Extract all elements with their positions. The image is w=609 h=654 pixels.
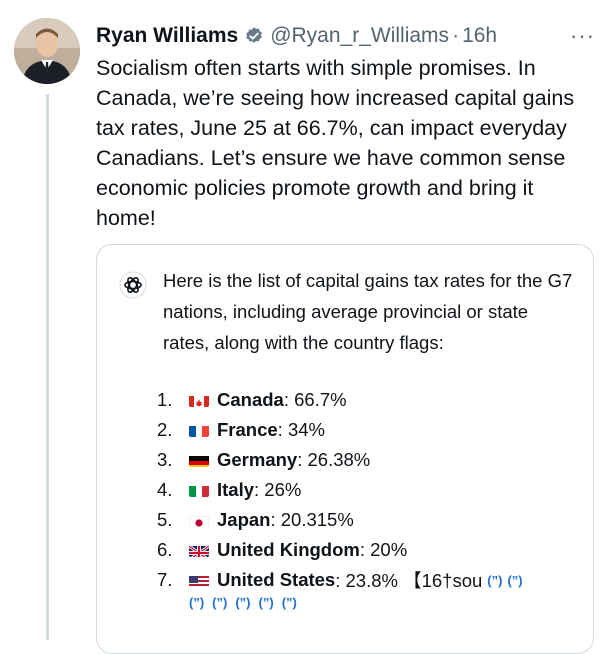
tax-rate-value: : 23.8% 【16†sou bbox=[335, 570, 483, 591]
country-name: Japan bbox=[217, 509, 271, 530]
citation-marker-icon[interactable]: (”) bbox=[487, 572, 503, 588]
country-name: Canada bbox=[217, 389, 284, 410]
list-item: 7. United States : 23.8% 【16†sou (”) (”) bbox=[157, 565, 523, 595]
list-number: 5. bbox=[157, 509, 173, 530]
list-item: 5. Japan : 20.315% bbox=[157, 505, 523, 535]
author-handle[interactable]: @Ryan_r_Williams bbox=[270, 24, 450, 47]
citation-marker-icon[interactable]: (”) bbox=[281, 595, 297, 610]
citation-marker-icon[interactable]: (”) bbox=[507, 572, 523, 588]
avatar-image bbox=[14, 18, 80, 84]
tax-rate-value: : 26% bbox=[254, 479, 302, 500]
answer-intro: Here is the list of capital gains tax ra… bbox=[163, 270, 573, 353]
citation-row: (”) (”) (”) (”) (”) bbox=[189, 595, 305, 610]
tax-rate-value: : 20.315% bbox=[270, 509, 354, 530]
more-options-icon[interactable]: ··· bbox=[570, 23, 595, 48]
flag-france-icon bbox=[189, 423, 209, 437]
flag-canada-icon bbox=[189, 393, 209, 407]
attached-image-card[interactable]: Here is the list of capital gains tax ra… bbox=[96, 244, 594, 654]
tax-rate-value: : 66.7% bbox=[283, 389, 347, 410]
citation-marker-icon[interactable]: (”) bbox=[235, 595, 251, 610]
country-name: United States bbox=[217, 569, 336, 590]
flag-usa-icon bbox=[189, 573, 209, 587]
verified-badge-icon[interactable] bbox=[244, 26, 264, 46]
tax-rate-value: : 26.38% bbox=[297, 449, 371, 470]
flag-germany-icon bbox=[189, 453, 209, 467]
flag-japan-icon bbox=[189, 513, 209, 527]
country-name: France bbox=[217, 419, 278, 440]
list-number: 2. bbox=[157, 419, 173, 440]
tweet-header: Ryan Williams @Ryan_r_Williams · 16h ··· bbox=[96, 20, 595, 52]
country-name: Germany bbox=[217, 449, 298, 470]
list-number: 7. bbox=[157, 569, 173, 590]
citation-marker-icon[interactable]: (”) bbox=[212, 595, 228, 610]
list-item: 4. Italy : 26% bbox=[157, 475, 523, 505]
tax-rate-value: : 20% bbox=[359, 539, 408, 560]
list-number: 1. bbox=[157, 389, 173, 410]
tax-rate-value: : 34% bbox=[277, 419, 325, 440]
list-item: 1. Canada : 66.7% bbox=[157, 385, 523, 415]
list-item: 2. France : 34% bbox=[157, 415, 523, 445]
post-timestamp[interactable]: 16h bbox=[462, 24, 498, 47]
country-name: Italy bbox=[217, 479, 255, 500]
author-display-name[interactable]: Ryan Williams bbox=[96, 24, 239, 47]
tax-rate-list: 1. Canada : 66.7% 2. France : 34% 3. Ger… bbox=[157, 385, 523, 595]
list-number: 6. bbox=[157, 539, 173, 560]
separator-dot: · bbox=[452, 24, 460, 47]
list-number: 4. bbox=[157, 479, 173, 500]
citation-marker-icon[interactable]: (”) bbox=[189, 595, 205, 610]
list-number: 3. bbox=[157, 449, 173, 470]
tweet-text: Socialism often starts with simple promi… bbox=[96, 56, 575, 230]
avatar[interactable] bbox=[14, 18, 80, 84]
flag-italy-icon bbox=[189, 483, 209, 497]
thread-line bbox=[46, 94, 49, 640]
flag-uk-icon bbox=[189, 543, 209, 557]
country-name: United Kingdom bbox=[217, 539, 360, 560]
list-item: 3. Germany : 26.38% bbox=[157, 445, 523, 475]
chatgpt-logo-icon bbox=[119, 271, 147, 299]
list-item: 6. United Kingdom : 20% bbox=[157, 535, 523, 565]
citation-marker-icon[interactable]: (”) bbox=[258, 595, 274, 610]
